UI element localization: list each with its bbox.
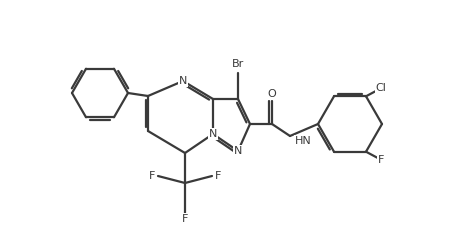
Text: N: N [234, 146, 242, 156]
Text: F: F [378, 155, 384, 165]
Text: F: F [215, 171, 221, 181]
Text: O: O [268, 89, 276, 99]
Text: F: F [182, 214, 188, 224]
Text: N: N [209, 129, 217, 139]
Text: F: F [149, 171, 155, 181]
Text: HN: HN [295, 136, 312, 146]
Text: Cl: Cl [376, 83, 386, 93]
Text: N: N [179, 76, 187, 86]
Text: Br: Br [232, 59, 244, 69]
